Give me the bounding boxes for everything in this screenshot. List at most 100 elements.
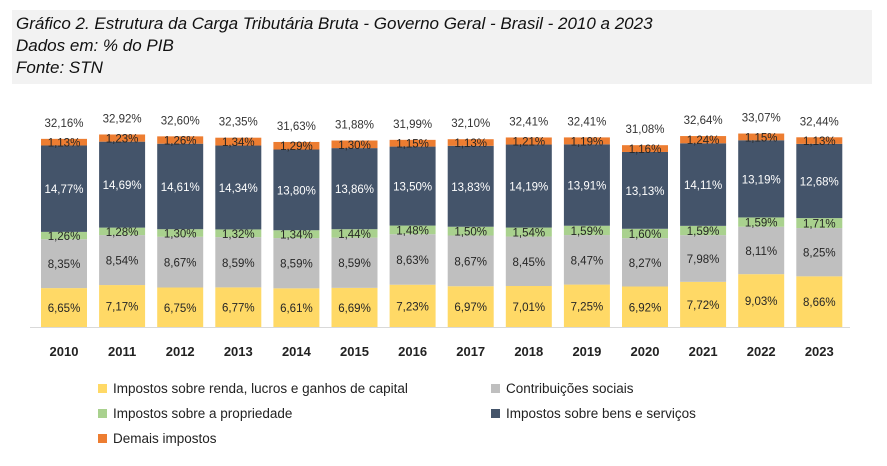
data-label: 14,61% bbox=[161, 182, 200, 194]
total-label: 32,60% bbox=[161, 115, 200, 127]
bar-segment-1 bbox=[796, 276, 843, 327]
data-label: 6,65% bbox=[48, 303, 81, 315]
data-label: 13,13% bbox=[625, 186, 664, 198]
bar-segment-3 bbox=[447, 226, 494, 236]
data-label: 13,80% bbox=[277, 185, 316, 197]
data-label: 1,44% bbox=[338, 229, 371, 241]
total-label: 32,41% bbox=[509, 116, 548, 128]
bar-segment-2 bbox=[563, 235, 610, 285]
chart-units: Dados em: % do PIB bbox=[16, 36, 174, 55]
data-label: 7,23% bbox=[396, 301, 429, 313]
data-label: 13,91% bbox=[567, 181, 606, 193]
bar-segment-2 bbox=[41, 239, 87, 289]
x-tick-label: 2012 bbox=[166, 344, 195, 359]
bar-segment-4 bbox=[563, 144, 610, 226]
data-label: 1,15% bbox=[396, 139, 429, 151]
data-label: 6,75% bbox=[164, 303, 197, 315]
bar-segment-3 bbox=[796, 218, 843, 229]
data-label: 13,50% bbox=[393, 182, 432, 194]
bar-segment-4 bbox=[738, 140, 785, 218]
bar-segment-4 bbox=[680, 143, 727, 226]
data-label: 1,59% bbox=[745, 218, 778, 230]
bar-segment-3 bbox=[331, 229, 378, 238]
bar-segment-4 bbox=[215, 145, 262, 230]
data-label: 6,92% bbox=[629, 302, 662, 314]
bar-segment-2 bbox=[215, 237, 262, 288]
data-label: 1,34% bbox=[222, 137, 255, 149]
bar-segment-3 bbox=[157, 229, 204, 237]
data-label: 1,26% bbox=[164, 136, 197, 148]
x-tick-label: 2019 bbox=[572, 344, 601, 359]
bar-segment-1 bbox=[389, 284, 436, 327]
bar-segment-4 bbox=[273, 149, 320, 231]
data-label: 8,63% bbox=[396, 255, 429, 267]
x-tick-label: 2021 bbox=[689, 344, 718, 359]
bar-segment-2 bbox=[447, 235, 494, 287]
bar-segment-3 bbox=[41, 231, 87, 240]
total-label: 31,63% bbox=[277, 121, 316, 133]
data-label: 14,69% bbox=[103, 180, 142, 192]
bar-segment-1 bbox=[41, 288, 87, 327]
bar-segment-2 bbox=[505, 236, 552, 286]
total-label: 32,10% bbox=[451, 118, 490, 130]
x-tick-label: 2015 bbox=[340, 344, 369, 359]
data-label: 6,97% bbox=[454, 302, 487, 314]
data-label: 8,59% bbox=[222, 258, 255, 270]
total-label: 32,16% bbox=[44, 118, 83, 130]
data-label: 1,30% bbox=[164, 228, 197, 240]
bar-segment-4 bbox=[505, 144, 552, 228]
data-label: 7,01% bbox=[512, 302, 545, 314]
data-label: 7,17% bbox=[106, 302, 139, 314]
data-label: 14,34% bbox=[219, 183, 258, 195]
data-label: 1,24% bbox=[687, 135, 720, 147]
x-tick-label: 2013 bbox=[224, 344, 253, 359]
bar-segment-4 bbox=[622, 151, 668, 229]
data-label: 9,03% bbox=[745, 296, 778, 308]
total-label: 33,07% bbox=[742, 113, 781, 125]
data-label: 8,66% bbox=[803, 297, 836, 309]
bar-segment-1 bbox=[447, 286, 494, 327]
bar-segment-4 bbox=[41, 145, 87, 232]
data-label: 1,30% bbox=[338, 140, 371, 152]
total-label: 31,88% bbox=[335, 120, 374, 132]
bar-segment-4 bbox=[99, 141, 146, 228]
bar-segment-3 bbox=[622, 228, 668, 239]
data-label: 1,59% bbox=[571, 226, 604, 238]
data-label: 1,34% bbox=[280, 230, 313, 242]
bar-segment-5 bbox=[563, 137, 610, 145]
bar-segment-2 bbox=[680, 235, 727, 282]
data-label: 1,21% bbox=[512, 136, 545, 148]
data-label: 14,19% bbox=[509, 182, 548, 194]
bar-segment-1 bbox=[215, 287, 262, 327]
data-label: 1,48% bbox=[396, 225, 429, 237]
total-label: 31,08% bbox=[625, 124, 664, 136]
chart-header: Gráfico 2. Estrutura da Carga Tributária… bbox=[12, 10, 872, 84]
data-label: 13,86% bbox=[335, 184, 374, 196]
x-tick-label: 2020 bbox=[631, 344, 660, 359]
data-label: 1,16% bbox=[629, 144, 662, 156]
bar-segment-1 bbox=[680, 281, 727, 327]
x-tick-label: 2016 bbox=[398, 344, 427, 359]
chart-title: Gráfico 2. Estrutura da Carga Tributária… bbox=[16, 14, 653, 33]
total-label: 32,92% bbox=[103, 113, 142, 125]
bar-segment-4 bbox=[389, 146, 436, 226]
data-label: 1,13% bbox=[454, 138, 487, 150]
bar-segment-1 bbox=[157, 287, 204, 327]
bar-segment-5 bbox=[680, 136, 727, 144]
data-label: 1,50% bbox=[454, 227, 487, 239]
bar-segment-5 bbox=[447, 139, 494, 146]
bar-segment-1 bbox=[505, 285, 552, 327]
data-label: 1,29% bbox=[280, 141, 313, 153]
bar-segment-2 bbox=[796, 228, 843, 277]
data-label: 1,59% bbox=[687, 226, 720, 238]
bar-segment-4 bbox=[331, 148, 378, 230]
bar-segment-3 bbox=[505, 227, 552, 237]
data-label: 7,72% bbox=[687, 300, 720, 312]
bar-segment-5 bbox=[157, 136, 204, 144]
x-tick-label: 2022 bbox=[747, 344, 776, 359]
data-label: 1,71% bbox=[803, 219, 836, 231]
bar-segment-5 bbox=[215, 137, 262, 146]
bar-segment-1 bbox=[273, 288, 320, 327]
x-tick-label: 2017 bbox=[456, 344, 485, 359]
bar-segment-4 bbox=[796, 143, 843, 219]
